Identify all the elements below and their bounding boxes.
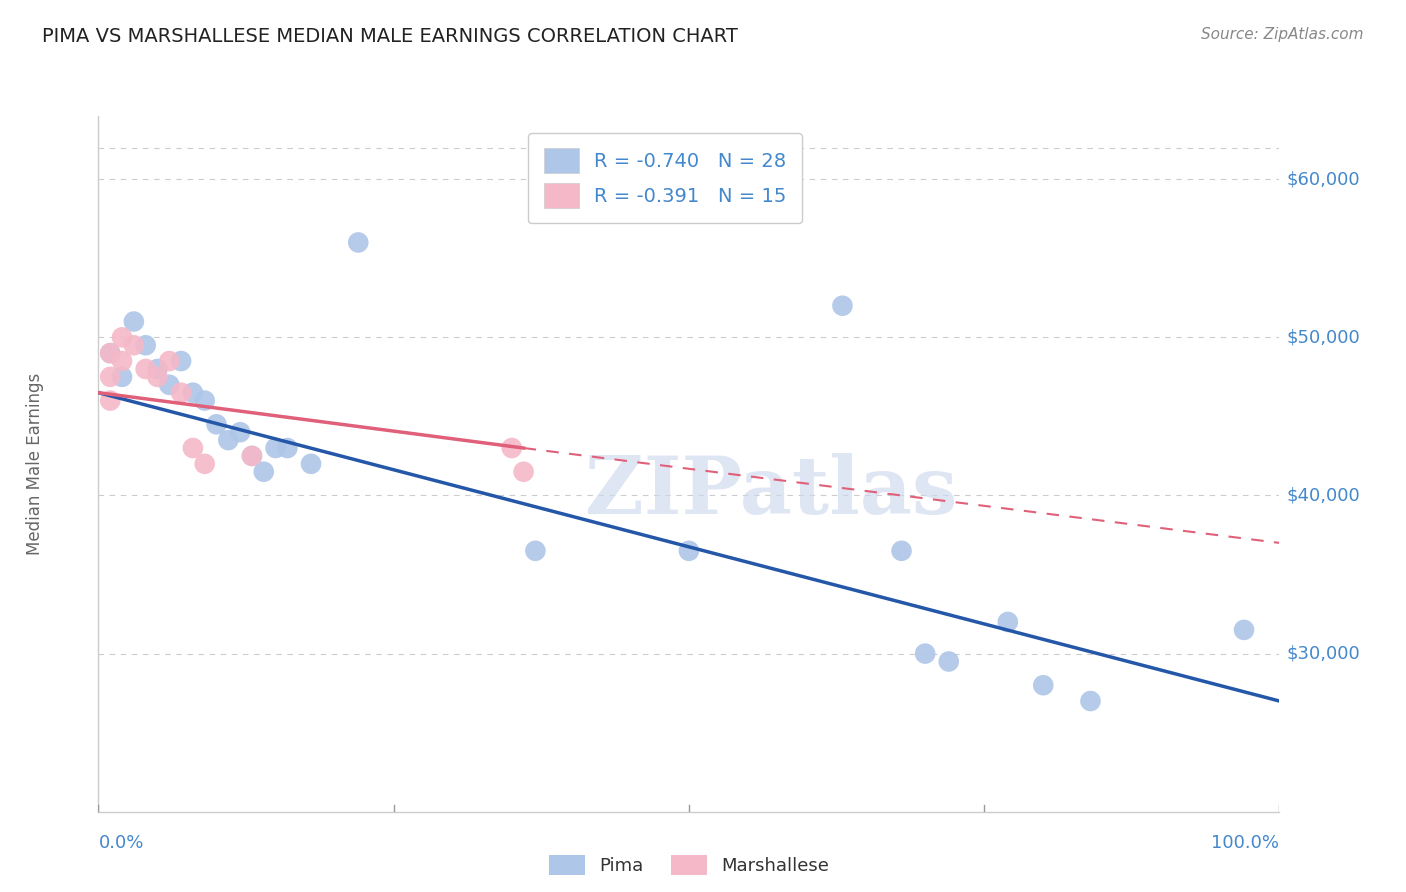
Point — [205, 417, 228, 432]
Point — [98, 370, 121, 384]
Point — [501, 441, 523, 455]
Text: $40,000: $40,000 — [1286, 486, 1360, 505]
Point — [264, 441, 287, 455]
Point — [98, 346, 121, 360]
Text: 100.0%: 100.0% — [1212, 834, 1279, 852]
Point — [170, 385, 193, 400]
Point — [512, 465, 534, 479]
Point — [98, 393, 121, 408]
Point — [111, 370, 134, 384]
Point — [831, 299, 853, 313]
Point — [524, 544, 547, 558]
Text: Median Male Earnings: Median Male Earnings — [27, 373, 44, 555]
Point — [1032, 678, 1054, 692]
Point — [938, 655, 960, 669]
Point — [678, 544, 700, 558]
Point — [194, 457, 217, 471]
Point — [122, 314, 145, 328]
Point — [122, 338, 145, 352]
Point — [170, 354, 193, 368]
Point — [98, 346, 121, 360]
Point — [146, 362, 169, 376]
Text: $50,000: $50,000 — [1286, 328, 1360, 346]
Point — [253, 465, 276, 479]
Point — [1080, 694, 1102, 708]
Point — [157, 354, 180, 368]
Point — [181, 441, 204, 455]
Point — [146, 370, 169, 384]
Text: Source: ZipAtlas.com: Source: ZipAtlas.com — [1201, 27, 1364, 42]
Text: PIMA VS MARSHALLESE MEDIAN MALE EARNINGS CORRELATION CHART: PIMA VS MARSHALLESE MEDIAN MALE EARNINGS… — [42, 27, 738, 45]
Point — [1233, 623, 1256, 637]
Point — [181, 385, 204, 400]
Point — [217, 433, 239, 447]
Point — [111, 354, 134, 368]
Point — [111, 330, 134, 344]
Point — [135, 362, 157, 376]
Point — [347, 235, 370, 250]
Point — [997, 615, 1019, 629]
Point — [229, 425, 252, 440]
Point — [240, 449, 263, 463]
Legend: Pima, Marshallese: Pima, Marshallese — [541, 847, 837, 883]
Point — [299, 457, 322, 471]
Point — [157, 377, 180, 392]
Point — [276, 441, 298, 455]
Point — [194, 393, 217, 408]
Point — [914, 647, 936, 661]
Text: $30,000: $30,000 — [1286, 645, 1360, 663]
Text: 0.0%: 0.0% — [98, 834, 143, 852]
Text: $60,000: $60,000 — [1286, 170, 1360, 188]
Point — [240, 449, 263, 463]
Text: ZIPatlas: ZIPatlas — [585, 452, 957, 531]
Point — [135, 338, 157, 352]
Point — [890, 544, 912, 558]
